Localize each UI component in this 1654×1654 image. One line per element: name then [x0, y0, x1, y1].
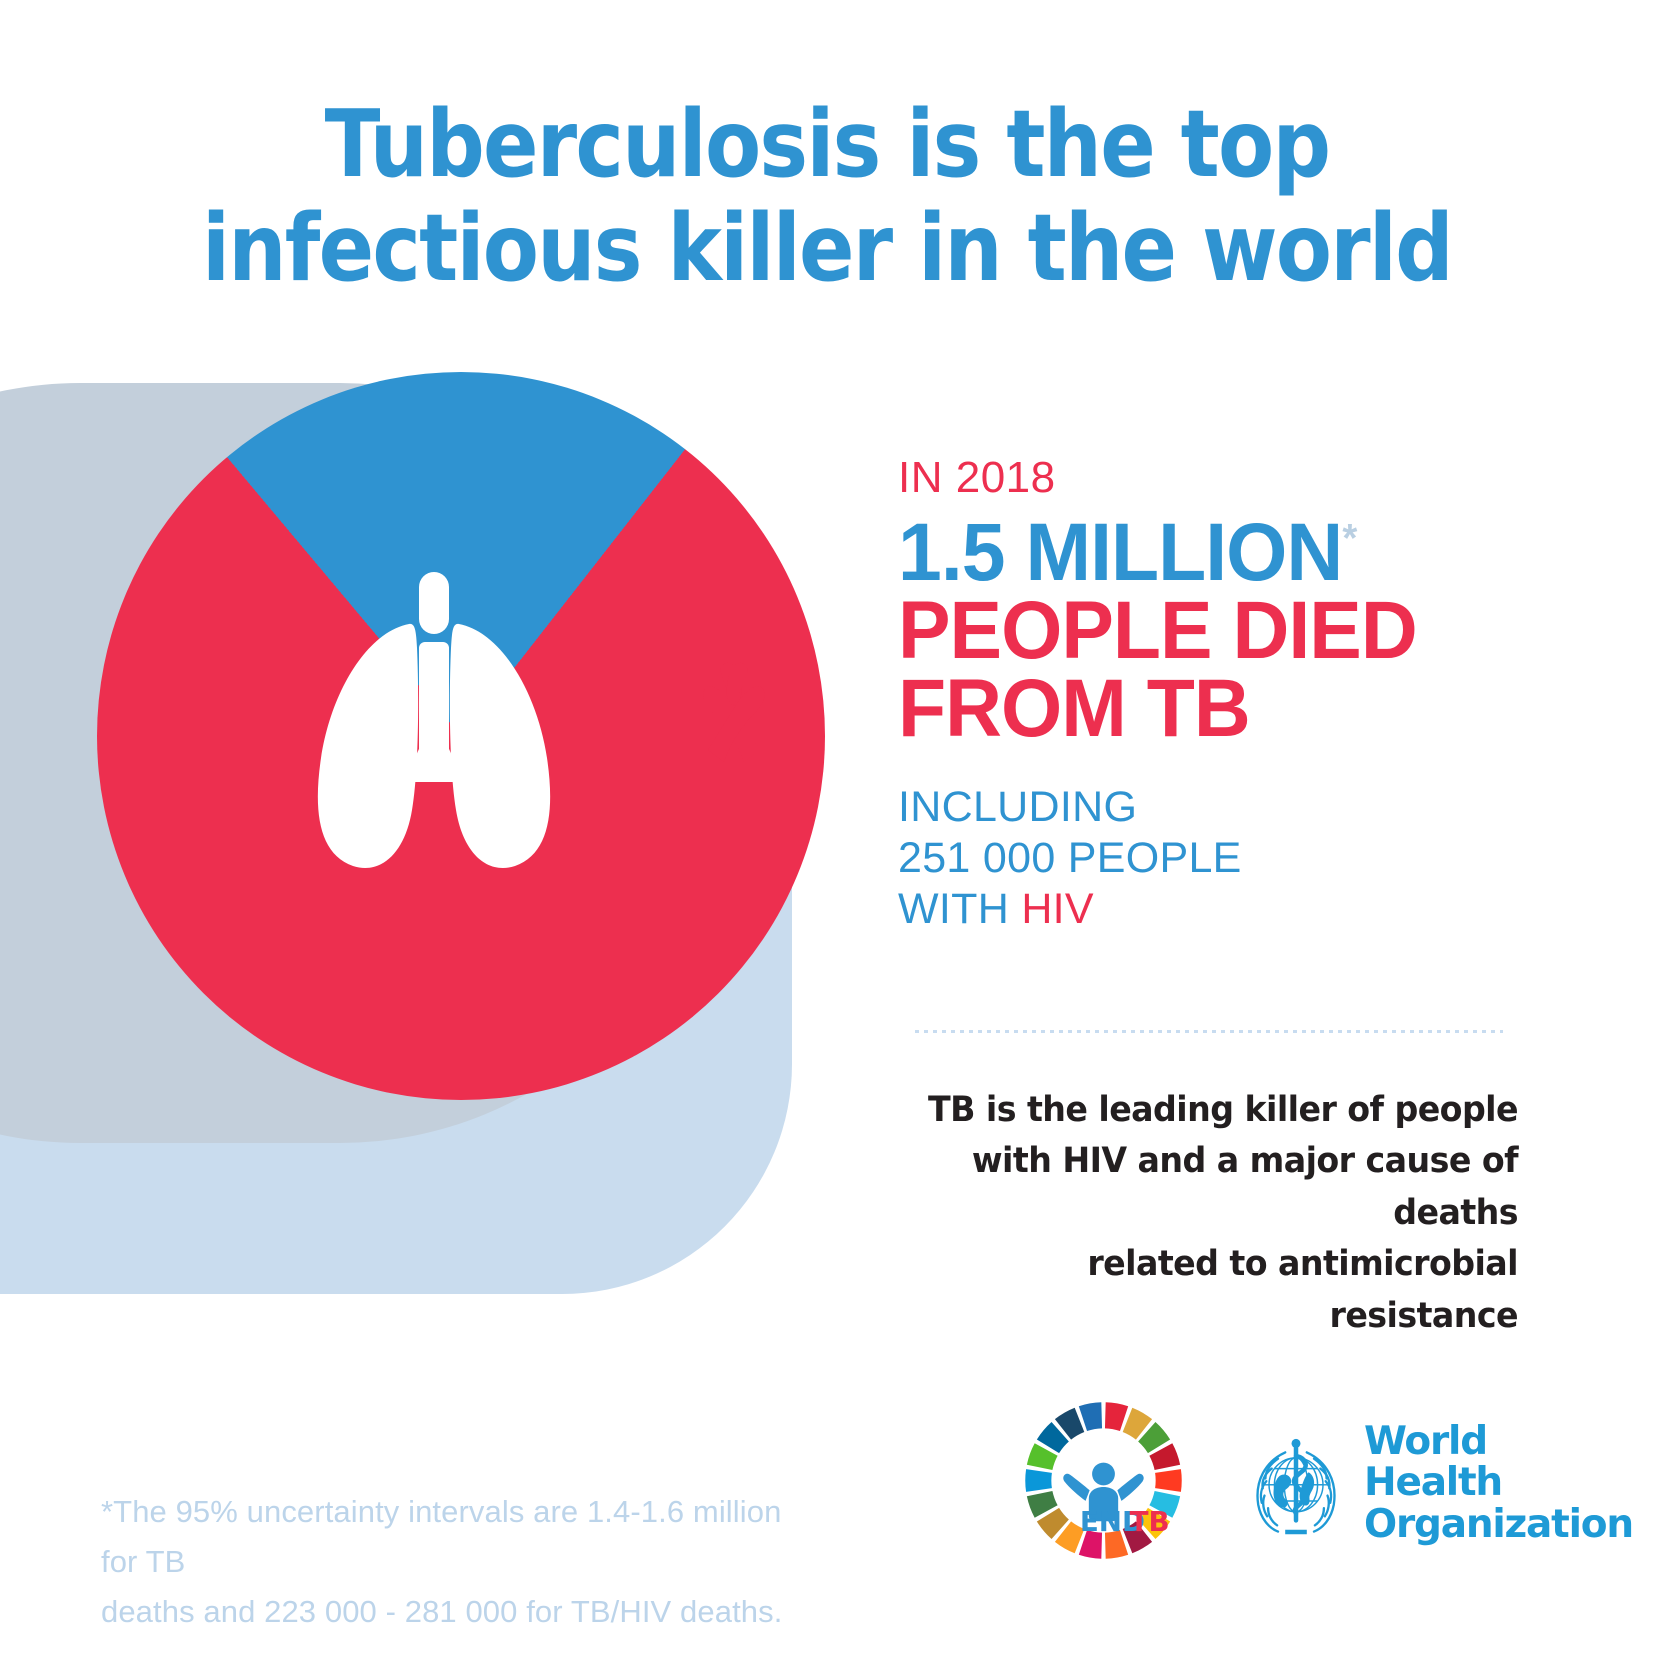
stat-including-with: WITH — [898, 884, 1022, 933]
stat-asterisk: * — [1342, 516, 1357, 561]
supporting-blurb-line-1: TB is the leading killer of people — [928, 1090, 1519, 1130]
stat-including-line-3: WITH HIV — [898, 884, 1518, 935]
who-wordmark-line-1: World Health — [1364, 1419, 1503, 1506]
stat-including-hiv: HIV — [1021, 884, 1094, 933]
page-title: Tuberculosis is the top infectious kille… — [99, 92, 1555, 300]
laurel-wreath-icon — [1256, 1451, 1336, 1533]
stat-including: INCLUDING 251 000 PEOPLE WITH HIV — [898, 782, 1518, 935]
stat-headline-blue: 1.5 MILLION* — [898, 512, 1493, 594]
sdg-wheel-segment — [1104, 1402, 1129, 1432]
section-divider — [915, 1030, 1503, 1033]
stat-year-label: IN 2018 — [898, 453, 1056, 502]
who-emblem-icon — [1256, 1438, 1336, 1535]
sdg-wheel-segment — [1149, 1443, 1181, 1471]
who-wordmark-line-2: Organization — [1364, 1501, 1634, 1547]
sdg-wheel-segment — [1122, 1407, 1153, 1440]
end-tb-label-end: END — [1080, 1505, 1145, 1538]
hiv-ribbon-icon — [703, 662, 765, 762]
sdg-wheel-segment — [1155, 1469, 1182, 1492]
sdg-color-wheel — [1025, 1402, 1182, 1559]
sdg-wheel-segment — [1149, 1490, 1181, 1518]
person-icon — [1063, 1462, 1144, 1522]
page-title-line-1: Tuberculosis is the top — [324, 90, 1331, 198]
sdg-wheel-segment — [1026, 1490, 1058, 1518]
sdg-wheel-segment — [1025, 1469, 1052, 1492]
end-tb-logo: END TB — [1025, 1402, 1182, 1559]
sdg-wheel-segment — [1122, 1521, 1153, 1554]
page-title-line-2: infectious killer in the world — [202, 194, 1454, 303]
sdg-wheel-segment — [1104, 1529, 1129, 1559]
sdg-wheel-segment — [1078, 1529, 1103, 1559]
sdg-wheel-segment — [1138, 1507, 1171, 1540]
pie-chart — [97, 372, 825, 1100]
stat-headline-blue-text: 1.5 MILLION — [898, 507, 1343, 598]
sdg-wheel-segment — [1078, 1402, 1103, 1432]
sdg-wheel-segment — [1036, 1421, 1069, 1454]
stat-headline-red-2: FROM TB — [898, 662, 1251, 754]
rod-of-asclepius-icon — [1291, 1438, 1308, 1523]
who-wordmark: World Health Organization — [1364, 1419, 1634, 1547]
footnote-line-2: deaths and 223 000 - 281 000 for TB/HIV … — [101, 1594, 783, 1630]
stat-headline-red-1: PEOPLE DIED — [898, 584, 1418, 676]
supporting-blurb: TB is the leading killer of people with … — [927, 1085, 1519, 1342]
sdg-wheel-segment — [1036, 1507, 1069, 1540]
stat-including-line-1: INCLUDING — [898, 782, 1138, 831]
end-tb-label-tb: TB — [1130, 1505, 1170, 1538]
sdg-wheel-segment — [1054, 1407, 1085, 1440]
stat-block: IN 2018 1.5 MILLION* PEOPLE DIED FROM TB… — [898, 456, 1518, 935]
lungs-icon — [317, 572, 551, 868]
who-emblem-base — [1285, 1529, 1307, 1535]
who-logo: World Health Organization — [1242, 1421, 1634, 1545]
sdg-wheel-segment — [1138, 1421, 1171, 1454]
supporting-blurb-line-3: related to antimicrobial resistance — [1087, 1244, 1518, 1336]
footnote: *The 95% uncertainty intervals are 1.4-1… — [101, 1487, 821, 1638]
sdg-wheel-segment — [1026, 1443, 1058, 1471]
stat-including-line-2: 251 000 PEOPLE — [898, 833, 1242, 882]
sdg-wheel-segment — [1054, 1521, 1085, 1554]
footnote-line-1: *The 95% uncertainty intervals are 1.4-1… — [101, 1494, 782, 1580]
supporting-blurb-line-2: with HIV and a major cause of deaths — [971, 1141, 1519, 1233]
